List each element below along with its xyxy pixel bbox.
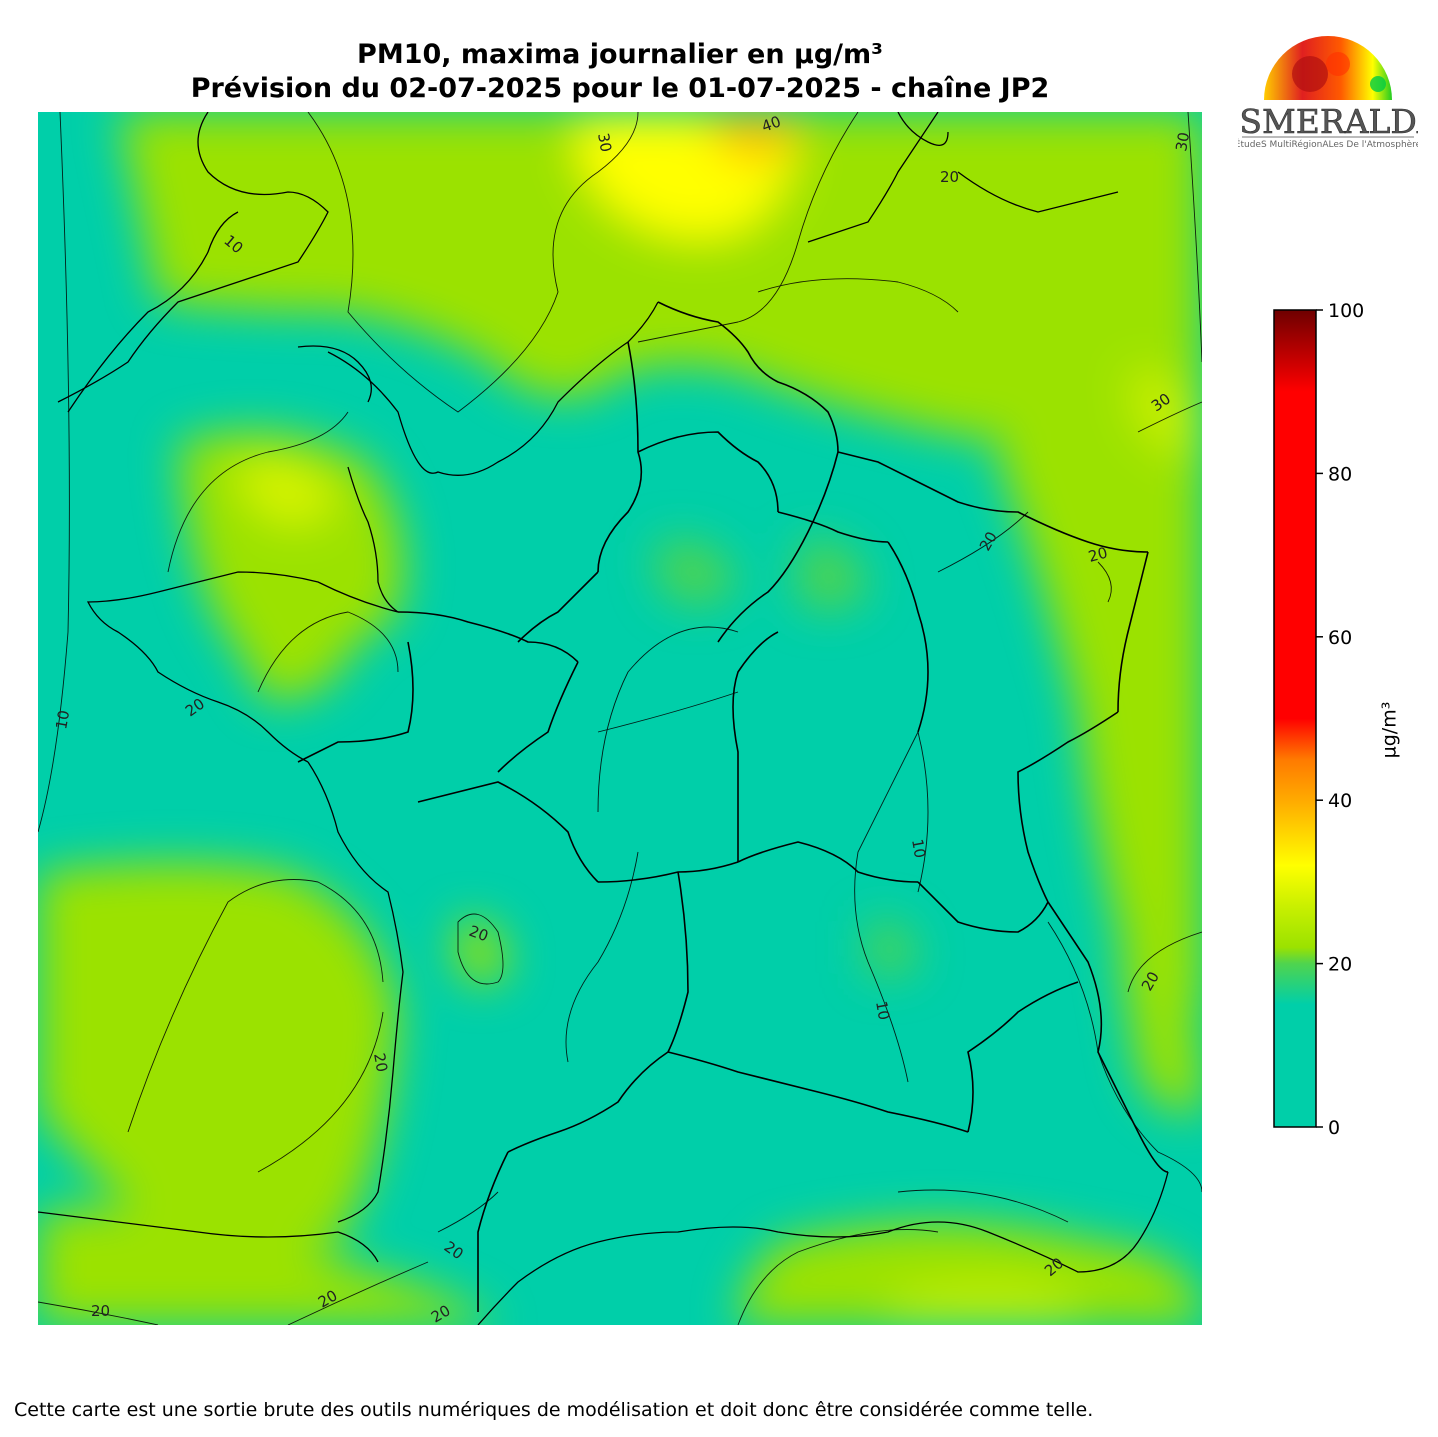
logo-subtitle: ÉtudeS MultiRégionALes De l'Atmosphère	[1238, 138, 1418, 150]
contour-label: 20	[467, 922, 491, 945]
colorbar-tick-label: 20	[1328, 954, 1352, 976]
pm10-forecast-map: 10 10 10 10 20 20 20 20 20 20 20 20 20 2…	[38, 112, 1202, 1325]
colorbar-gradient	[1273, 309, 1317, 1128]
colorbar-tick-label: 80	[1328, 463, 1352, 485]
colorbar-tick-label: 40	[1328, 790, 1352, 812]
colorbar: 0 20 40 60 80 100	[1273, 300, 1364, 1139]
contour-label: 30	[1172, 131, 1193, 153]
colorbar-ticks: 0 20 40 60 80 100	[1316, 300, 1364, 1139]
colorbar-unit-label: µg/m³	[1379, 702, 1401, 759]
contour-label: 20	[1086, 544, 1109, 566]
contour-label: 20	[940, 168, 959, 186]
contour-label: 20	[370, 1052, 391, 1074]
logo-emblem-icon	[1264, 36, 1392, 100]
disclaimer-text: Cette carte est une sortie brute des out…	[14, 1399, 1094, 1421]
colorbar-tick-label: 0	[1328, 1117, 1340, 1139]
contour-label: 10	[908, 838, 929, 860]
map-title: PM10, maxima journalier en µg/m³ Prévisi…	[38, 38, 1202, 106]
contour-label: 10	[872, 1000, 893, 1022]
contour-label: 20	[428, 1301, 454, 1325]
colorbar-tick-label: 60	[1328, 627, 1352, 649]
colorbar-unit: µg/m³	[1379, 702, 1401, 759]
administrative-borders	[297, 301, 1169, 1312]
contour-label: 20	[91, 1302, 110, 1320]
contour-label: 40	[759, 112, 783, 135]
logo-name: ESMERALDA	[1238, 102, 1418, 141]
coastlines	[38, 112, 1169, 1325]
contour-label: 10	[52, 709, 73, 731]
contour-label: 30	[594, 132, 615, 154]
concentration-field	[38, 112, 1202, 1325]
esmeralda-logo: ESMERALDA ÉtudeS MultiRégionALes De l'At…	[1215, 34, 1438, 154]
contour-lines	[38, 112, 1202, 1325]
colorbar-tick-label: 100	[1328, 300, 1364, 322]
map-title-line2: Prévision du 02-07-2025 pour le 01-07-20…	[190, 73, 1050, 104]
map-title-line1: PM10, maxima journalier en µg/m³	[357, 39, 883, 70]
